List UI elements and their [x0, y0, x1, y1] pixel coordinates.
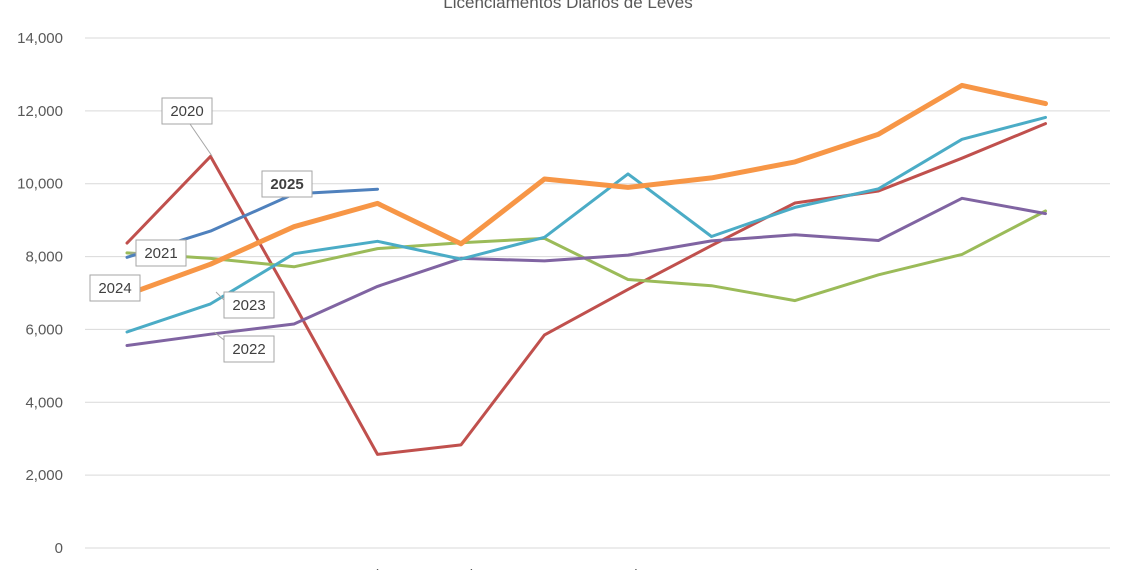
callout-box	[135, 239, 187, 267]
series-lines	[124, 82, 1048, 456]
y-tick-label: 14,000	[17, 30, 63, 47]
callout-box	[223, 291, 275, 319]
x-axis: Jan Fev Mar Abr Mai Jun Jul Ago Set Out Nov Dez	[115, 567, 1059, 570]
series-line-2020	[125, 122, 1047, 456]
y-tick-label: 0	[55, 540, 63, 557]
x-tick-label: Jan	[115, 567, 139, 570]
series-line-2022	[125, 196, 1047, 347]
callout-label: 2020	[170, 103, 203, 120]
callout-box	[161, 97, 213, 125]
callout-box	[223, 335, 275, 363]
callout-label: 2025	[270, 176, 303, 193]
callout-2020: 2020	[161, 97, 213, 157]
x-tick-label: Jun	[532, 567, 556, 570]
chart-title: Licenciamentos Diários de Leves	[443, 0, 692, 12]
callout-leader	[215, 291, 225, 301]
y-tick-label: 6,000	[25, 321, 63, 338]
y-tick-label: 2,000	[25, 467, 63, 484]
callout-label: 2024	[98, 280, 131, 297]
callout-label: 2021	[144, 245, 177, 262]
y-tick-label: 8,000	[25, 249, 63, 266]
x-tick-label: Jul	[618, 567, 637, 570]
callout-2022: 2022	[213, 331, 275, 363]
callout-label: 2022	[232, 341, 265, 358]
y-tick-label: 12,000	[17, 103, 63, 120]
y-axis: 0 2,000 4,000 6,000 8,000 10,000 12,000 14,000	[17, 30, 63, 557]
series-line-2024	[124, 82, 1048, 297]
callout-label: 2023	[232, 297, 265, 314]
callout-box	[89, 274, 141, 302]
x-tick-label: Mai	[449, 567, 473, 570]
callout-2023: 2023	[215, 291, 275, 319]
x-tick-label: Dez	[1032, 567, 1059, 570]
x-tick-label: Set	[784, 567, 807, 570]
x-tick-label: Abr	[366, 567, 389, 570]
x-tick-label: Fev	[198, 567, 224, 570]
series-line-2023	[125, 115, 1047, 334]
x-tick-label: Nov	[949, 567, 976, 570]
series-callouts: 2020 2025 2021 2024 2023 2022	[89, 97, 313, 363]
x-tick-label: Mar	[281, 567, 307, 570]
x-tick-label: Out	[866, 567, 891, 570]
x-tick-label: Ago	[698, 567, 725, 570]
callout-box	[261, 170, 313, 198]
y-tick-label: 10,000	[17, 176, 63, 193]
y-tick-label: 4,000	[25, 394, 63, 411]
callout-2025: 2025	[261, 170, 313, 198]
callout-leader	[213, 331, 225, 341]
callout-2024: 2024	[89, 274, 141, 302]
callout-leader	[189, 123, 213, 157]
callout-2021: 2021	[130, 239, 187, 267]
